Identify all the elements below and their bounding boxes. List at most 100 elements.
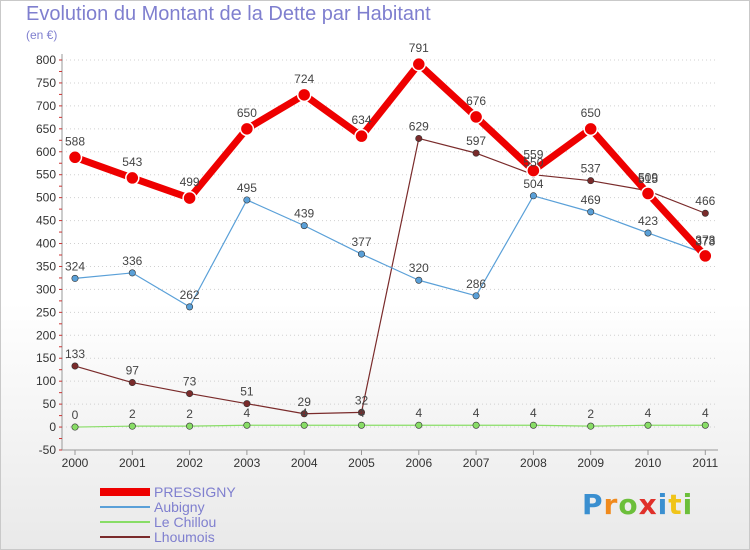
series-line-2 bbox=[74, 424, 706, 428]
data-label: 262 bbox=[180, 288, 200, 302]
data-label: 509 bbox=[638, 171, 658, 185]
legend-item-1: Aubigny bbox=[100, 500, 360, 515]
series-point-2 bbox=[186, 422, 194, 430]
logo-letter: x bbox=[638, 488, 658, 521]
logo-letter: o bbox=[618, 488, 639, 521]
series-point-1 bbox=[587, 208, 595, 216]
series-line-3 bbox=[74, 137, 706, 415]
data-label: 377 bbox=[351, 235, 371, 249]
logo-letter: i bbox=[682, 488, 694, 521]
logo-letter: r bbox=[603, 488, 619, 521]
series-point-2 bbox=[529, 421, 537, 429]
series-point-0 bbox=[125, 170, 140, 186]
series-point-2 bbox=[71, 423, 79, 431]
logo-letter: t bbox=[668, 488, 683, 521]
series-point-3 bbox=[587, 177, 595, 185]
data-label: 650 bbox=[581, 106, 601, 120]
series-point-3 bbox=[415, 134, 423, 142]
x-tick-label: 2010 bbox=[635, 456, 662, 470]
series-point-2 bbox=[128, 422, 136, 430]
y-tick-label: 700 bbox=[36, 99, 56, 113]
series-point-0 bbox=[182, 190, 197, 206]
data-label: 676 bbox=[466, 94, 486, 108]
y-tick-label: 450 bbox=[36, 214, 56, 228]
legend-label-0: PRESSIGNY bbox=[154, 484, 236, 500]
data-label: 634 bbox=[351, 113, 371, 127]
x-tick-label: 2001 bbox=[119, 456, 146, 470]
series-point-3 bbox=[71, 362, 79, 370]
data-label: 2 bbox=[186, 407, 193, 421]
data-label: 499 bbox=[180, 175, 200, 189]
series-point-2 bbox=[415, 421, 423, 429]
y-tick-label: 250 bbox=[36, 305, 56, 319]
x-tick-label: 2004 bbox=[291, 456, 318, 470]
data-label: 629 bbox=[409, 119, 429, 133]
data-label: 597 bbox=[466, 134, 486, 148]
legend-item-3: Lhoumois bbox=[100, 530, 360, 545]
data-label: 588 bbox=[65, 134, 85, 148]
data-label: 378 bbox=[695, 235, 715, 249]
series-point-1 bbox=[529, 192, 537, 200]
series-point-2 bbox=[357, 421, 365, 429]
y-tick-label: 150 bbox=[36, 351, 56, 365]
series-point-3 bbox=[701, 209, 709, 217]
y-tick-label: 300 bbox=[36, 282, 56, 296]
data-label: 439 bbox=[294, 207, 314, 221]
data-label: 466 bbox=[695, 194, 715, 208]
data-label: 4 bbox=[244, 406, 251, 420]
series-point-2 bbox=[243, 421, 251, 429]
y-tick-label: 200 bbox=[36, 328, 56, 342]
y-tick-label: 550 bbox=[36, 168, 56, 182]
data-label: 650 bbox=[237, 106, 257, 120]
x-tick-label: 2011 bbox=[692, 456, 718, 470]
x-tick-label: 2007 bbox=[463, 456, 490, 470]
data-label: 4 bbox=[702, 406, 709, 420]
series-point-3 bbox=[186, 390, 194, 398]
legend-label-1: Aubigny bbox=[154, 499, 205, 515]
x-tick-label: 2003 bbox=[234, 456, 261, 470]
y-tick-label: 500 bbox=[36, 191, 56, 205]
series-point-1 bbox=[357, 250, 365, 258]
data-label: 550 bbox=[523, 156, 543, 170]
data-label: 4 bbox=[415, 406, 422, 420]
data-label: 4 bbox=[530, 406, 537, 420]
series-point-1 bbox=[644, 229, 652, 237]
y-tick-label: 50 bbox=[43, 397, 57, 411]
series-point-0 bbox=[296, 87, 312, 103]
data-label: 97 bbox=[126, 364, 140, 378]
data-label: 495 bbox=[237, 181, 257, 195]
series-line-0 bbox=[71, 60, 709, 260]
series-point-1 bbox=[186, 303, 194, 311]
data-label: 324 bbox=[65, 259, 85, 273]
data-label: 73 bbox=[183, 375, 197, 389]
series-point-0 bbox=[411, 56, 427, 72]
legend: PRESSIGNY Aubigny Le Chillou Lhoumois bbox=[100, 485, 360, 545]
series-point-1 bbox=[243, 196, 251, 204]
series-point-0 bbox=[698, 248, 713, 264]
series-point-3 bbox=[243, 400, 251, 408]
series-point-1 bbox=[300, 222, 308, 230]
series-point-2 bbox=[701, 421, 709, 429]
y-tick-label: 750 bbox=[36, 76, 56, 90]
data-label: 0 bbox=[72, 408, 79, 422]
data-label: 373 bbox=[695, 233, 715, 247]
series-point-2 bbox=[472, 421, 480, 429]
legend-swatch-2 bbox=[100, 521, 150, 523]
logo-letter: P bbox=[582, 488, 604, 521]
series-point-0 bbox=[468, 109, 484, 125]
data-label: 4 bbox=[358, 406, 365, 420]
legend-label-2: Le Chillou bbox=[154, 514, 217, 530]
chart-unit: (en €) bbox=[26, 28, 58, 42]
data-label: 4 bbox=[645, 406, 652, 420]
legend-swatch-0 bbox=[100, 488, 150, 496]
proxiti-logo: Proxiti bbox=[582, 488, 693, 521]
data-label: 51 bbox=[240, 385, 254, 399]
series-point-0 bbox=[354, 128, 369, 144]
x-tick-label: 2002 bbox=[176, 456, 203, 470]
data-label: 469 bbox=[581, 193, 601, 207]
data-label: 791 bbox=[409, 41, 429, 55]
data-label: 286 bbox=[466, 277, 486, 291]
